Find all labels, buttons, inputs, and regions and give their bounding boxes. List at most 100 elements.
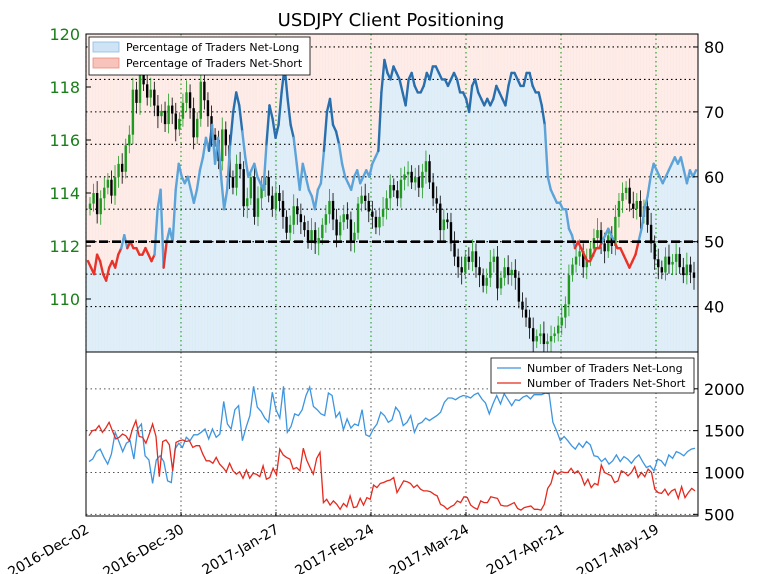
net-short-fill-slice xyxy=(428,34,432,80)
net-short-fill-slice xyxy=(113,34,118,268)
candle-body xyxy=(592,238,596,249)
net-long-fill-slice xyxy=(156,209,160,352)
net-short-fill-slice xyxy=(131,34,136,249)
net-short-fill-slice xyxy=(258,34,263,184)
candle-body xyxy=(628,187,631,204)
candle-body xyxy=(299,214,303,223)
net-short-fill-slice xyxy=(588,34,593,262)
net-long-percentage-segment xyxy=(528,71,534,88)
net-long-fill-slice xyxy=(694,170,698,352)
candle-body xyxy=(567,275,571,305)
net-long-fill-slice xyxy=(591,254,596,352)
candle-body xyxy=(378,216,381,228)
net-long-fill-slice xyxy=(231,111,236,352)
net-long-fill-slice xyxy=(340,163,345,352)
net-long-fill-slice xyxy=(358,183,363,352)
date-tick-label: 2017-Apr-21 xyxy=(484,522,567,574)
net-long-percentage-segment xyxy=(319,149,326,185)
candle-body xyxy=(635,200,639,209)
net-long-percentage-segment xyxy=(383,58,389,75)
candle-body xyxy=(667,256,671,265)
net-long-percentage-segment xyxy=(546,175,553,191)
net-long-fill-slice xyxy=(691,176,695,352)
net-short-fill-slice xyxy=(298,34,302,190)
net-long-percentage-segment xyxy=(522,71,528,88)
net-long-percentage-segment xyxy=(492,84,498,101)
net-short-fill-slice xyxy=(461,34,465,93)
candle-body xyxy=(88,203,92,209)
net-long-fill-slice xyxy=(174,189,178,352)
net-long-fill-slice xyxy=(337,144,341,352)
net-long-fill-slice xyxy=(637,241,641,352)
net-short-fill-slice xyxy=(664,34,668,177)
net-short-fill-slice xyxy=(204,34,208,138)
price-sentiment-panel: 110 112 114 116 118 120 40 50 60 70 80 Percentage… xyxy=(49,25,724,355)
net-long-fill-slice xyxy=(470,85,475,352)
candle-body xyxy=(224,129,228,146)
candle-body xyxy=(163,110,167,125)
net-long-fill-slice xyxy=(204,137,208,352)
net-short-fill-slice xyxy=(694,34,698,171)
candle-body xyxy=(639,200,642,217)
candle-body xyxy=(596,230,599,239)
net-short-fill-slice xyxy=(549,34,553,190)
net-short-fill-slice xyxy=(455,34,459,80)
net-short-fill-slice xyxy=(446,34,450,86)
candle-body xyxy=(646,206,649,225)
net-short-fill-slice xyxy=(416,34,420,93)
candle-body xyxy=(582,251,585,268)
net-short-fill-slice xyxy=(340,34,345,164)
net-long-fill-slice xyxy=(473,79,478,352)
net-long-fill-slice xyxy=(101,274,106,352)
net-long-fill-slice xyxy=(150,261,154,352)
net-long-fill-slice xyxy=(289,124,293,352)
net-short-fill-slice xyxy=(271,34,275,119)
price-tick-label: 116 xyxy=(49,131,80,150)
net-long-percentage-segment xyxy=(201,136,208,159)
net-long-fill-slice xyxy=(243,157,248,352)
net-long-fill-slice xyxy=(603,235,608,352)
net-short-fill-slice xyxy=(509,34,514,73)
candle-body xyxy=(460,267,463,273)
candle-body xyxy=(178,118,181,130)
candle-body xyxy=(499,277,503,289)
candle-body xyxy=(231,177,235,188)
candle-body xyxy=(371,211,374,217)
candle-body xyxy=(392,185,395,191)
net-short-fill-slice xyxy=(516,34,520,80)
net-long-percentage-segment xyxy=(410,71,416,88)
candle-body xyxy=(571,264,574,276)
net-short-fill-slice xyxy=(476,34,481,93)
net-long-fill-slice xyxy=(382,59,387,353)
net-short-fill-slice xyxy=(422,34,426,86)
net-long-percentage-segment xyxy=(685,169,692,185)
net-short-fill-slice xyxy=(528,34,532,73)
candle-body xyxy=(149,89,152,98)
net-long-fill-slice xyxy=(249,170,254,352)
net-long-percentage-segment xyxy=(537,91,543,107)
net-long-legend-swatch xyxy=(92,41,120,53)
net-short-fill-slice xyxy=(682,34,686,171)
net-long-fill-slice xyxy=(428,79,432,352)
net-short-fill-slice xyxy=(555,34,559,203)
net-long-fill-slice xyxy=(89,267,93,352)
candle-body xyxy=(385,198,388,209)
net-long-fill-slice xyxy=(482,105,487,352)
net-long-percentage-segment xyxy=(298,162,304,191)
net-short-fill-slice xyxy=(497,34,502,93)
candle-body xyxy=(313,230,317,244)
candle-body xyxy=(414,177,417,183)
net-long-fill-slice xyxy=(171,241,175,352)
net-long-percentage-segment xyxy=(153,208,159,256)
net-long-percentage-segment xyxy=(646,175,652,198)
net-short-fill-slice xyxy=(328,34,332,99)
net-long-fill-slice xyxy=(497,92,502,352)
net-long-percentage-segment xyxy=(186,175,193,191)
net-long-fill-slice xyxy=(325,111,329,352)
candle-body xyxy=(489,261,492,278)
candle-body xyxy=(556,325,560,334)
net-short-fill-slice xyxy=(488,34,493,106)
net-long-fill-slice xyxy=(534,92,538,352)
net-short-percentage-legend-label: Percentage of Traders Net-Short xyxy=(126,57,303,70)
